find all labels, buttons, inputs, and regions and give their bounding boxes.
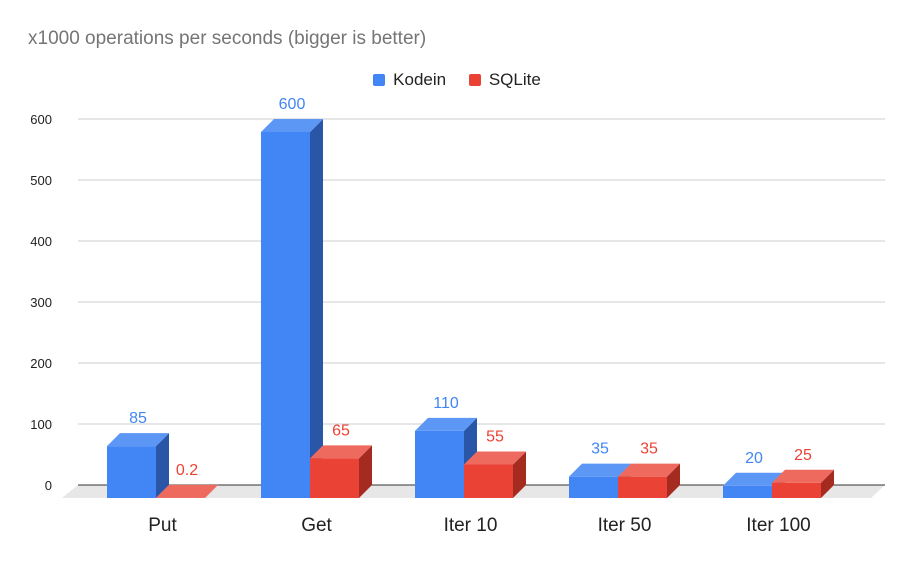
bar-side-sqlite-iter-100	[821, 469, 834, 498]
y-tick-label-600: 600	[30, 112, 52, 127]
data-label-sqlite-iter-100: 25	[794, 447, 812, 464]
bar-top-kodein-iter-100	[723, 472, 785, 486]
bar-top-sqlite-iter-10	[464, 451, 526, 465]
legend-label-sqlite: SQLite	[488, 70, 541, 89]
bar-front-kodein-put	[107, 446, 156, 498]
bar-top-sqlite-iter-100	[772, 469, 834, 483]
x-tick-label-get: Get	[301, 515, 332, 536]
data-label-sqlite-iter-50: 35	[640, 441, 658, 458]
x-tick-label-iter-50: Iter 50	[598, 515, 652, 536]
bar-side-kodein-put	[156, 433, 169, 498]
bar-front-sqlite-iter-10	[464, 464, 513, 498]
bar-top-kodein-iter-50	[569, 463, 631, 477]
data-label-kodein-iter-100: 20	[745, 450, 763, 467]
data-label-kodein-iter-50: 35	[591, 441, 609, 458]
bar-front-sqlite-iter-100	[772, 482, 821, 498]
bar-front-kodein-iter-10	[415, 430, 464, 498]
bar-side-kodein-get	[310, 119, 323, 498]
bar-top-kodein-iter-10	[415, 417, 477, 431]
legend-swatch-sqlite	[468, 74, 481, 86]
bar-top-kodein-get	[261, 119, 323, 132]
y-tick-label-400: 400	[30, 234, 52, 249]
legend-label-kodein: Kodein	[393, 70, 447, 89]
bar-front-sqlite-iter-50	[618, 476, 667, 498]
data-label-kodein-get: 600	[279, 96, 306, 113]
data-label-kodein-iter-10: 110	[433, 395, 459, 412]
legend-item-kodein[interactable]: Kodein	[373, 70, 446, 90]
bar-side-sqlite-put	[205, 484, 218, 498]
bar-side-sqlite-iter-50	[667, 463, 680, 498]
y-tick-label-100: 100	[30, 417, 52, 432]
chart-title: x1000 operations per seconds (bigger is …	[28, 28, 427, 49]
legend-swatch-kodein	[373, 74, 386, 86]
x-tick-label-iter-10: Iter 10	[444, 515, 498, 536]
data-label-sqlite-get: 65	[332, 422, 350, 439]
legend: Kodein SQLite	[0, 70, 914, 91]
y-tick-label-300: 300	[30, 295, 52, 310]
x-tick-label-put: Put	[148, 515, 177, 536]
bar-front-kodein-get	[261, 132, 310, 498]
data-label-kodein-put: 85	[129, 410, 147, 427]
bar-top-sqlite-iter-50	[618, 463, 680, 477]
bar-front-kodein-iter-50	[569, 476, 618, 498]
legend-item-sqlite[interactable]: SQLite	[468, 70, 541, 90]
y-tick-label-0: 0	[45, 478, 52, 493]
bar-top-sqlite-get	[310, 445, 372, 459]
data-label-sqlite-iter-10: 55	[486, 428, 504, 445]
data-label-sqlite-put: 0.2	[176, 462, 198, 479]
bar-side-sqlite-get	[359, 445, 372, 498]
y-tick-label-500: 500	[30, 173, 52, 188]
bar-top-sqlite-put	[156, 484, 218, 498]
bar-side-sqlite-iter-10	[513, 451, 526, 498]
bar-front-kodein-iter-100	[723, 485, 772, 498]
y-tick-label-200: 200	[30, 356, 52, 371]
x-tick-label-iter-100: Iter 100	[746, 515, 810, 536]
bar-front-sqlite-get	[310, 458, 359, 498]
bar-top-kodein-put	[107, 433, 169, 447]
